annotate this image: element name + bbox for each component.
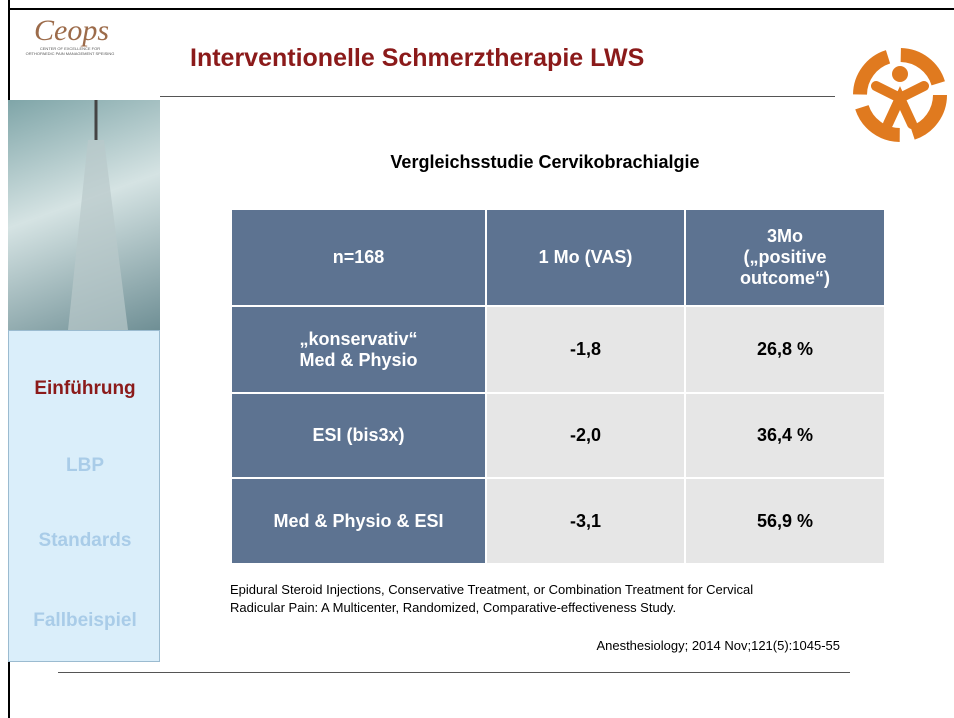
logo-icon [848, 46, 952, 144]
cell: -3,1 [486, 478, 685, 564]
title: Interventionelle Schmerztherapie LWS [190, 44, 644, 73]
title-rule [160, 96, 835, 97]
logo-subtext: CENTER OF EXCELLENCE FOR ORTHOPAEDIC PAI… [20, 46, 120, 56]
row: ESI (bis3x) -2,0 36,4 % [231, 393, 885, 478]
header-cell: 3Mo („positive outcome“) [685, 209, 885, 306]
nav-item[interactable]: Fallbeispiel [9, 610, 161, 632]
nav-item[interactable]: Standards [9, 530, 161, 552]
row-label: „konservativ“ Med & Physio [231, 306, 486, 393]
row-label: Med & Physio & ESI [231, 478, 486, 564]
slide: Ceops CENTER OF EXCELLENCE FOR ORTHOPAED… [0, 0, 954, 718]
results-table: n=168 1 Mo (VAS) 3Mo („positive outcome“… [230, 208, 886, 565]
logo-text: Ceops [34, 14, 109, 48]
header-cell: 1 Mo (VAS) [486, 209, 685, 306]
cell: -2,0 [486, 393, 685, 478]
header-cell: n=168 [231, 209, 486, 306]
header-row: n=168 1 Mo (VAS) 3Mo („positive outcome“… [231, 209, 885, 306]
top-border [8, 8, 954, 10]
syringe-drawing [8, 100, 160, 330]
cell: 56,9 % [685, 478, 885, 564]
nav-item[interactable]: Einführung [9, 378, 161, 400]
nav-item[interactable]: LBP [9, 455, 161, 477]
footer-rule [58, 672, 850, 673]
cell: -1,8 [486, 306, 685, 393]
sidebar: Einführung LBP Standards Fallbeispiel [8, 330, 160, 662]
logo-head [892, 66, 908, 82]
citation: Epidural Steroid Injections, Conservativ… [230, 581, 753, 617]
row-label: ESI (bis3x) [231, 393, 486, 478]
syringe-image [8, 100, 160, 330]
source: Anesthesiology; 2014 Nov;121(5):1045-55 [500, 638, 840, 653]
row: Med & Physio & ESI -3,1 56,9 % [231, 478, 885, 564]
logo-figure [876, 86, 924, 124]
row: „konservativ“ Med & Physio -1,8 26,8 % [231, 306, 885, 393]
cell: 26,8 % [685, 306, 885, 393]
subtitle: Vergleichsstudie Cervikobrachialgie [230, 152, 860, 173]
cell: 36,4 % [685, 393, 885, 478]
